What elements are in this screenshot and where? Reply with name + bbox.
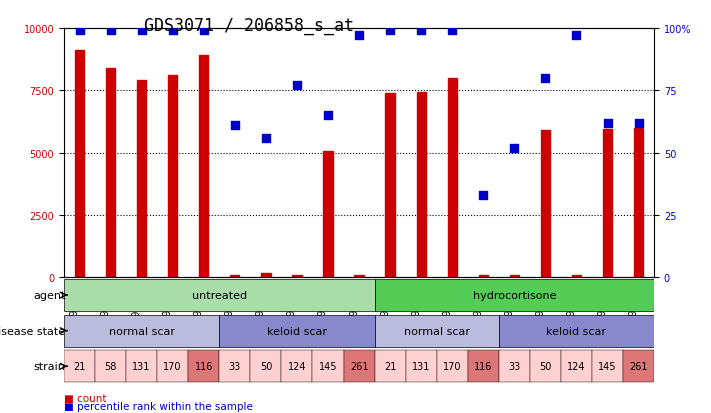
Text: ■ percentile rank within the sample: ■ percentile rank within the sample	[64, 401, 253, 411]
Point	[136, 28, 147, 35]
Bar	[479, 275, 488, 278]
Bar	[106, 69, 115, 278]
Text: untreated: untreated	[192, 290, 247, 300]
Bar	[261, 274, 270, 278]
Point	[602, 120, 613, 127]
Text: 170: 170	[164, 361, 182, 371]
FancyBboxPatch shape	[343, 350, 375, 382]
FancyBboxPatch shape	[592, 350, 623, 382]
Text: 50: 50	[539, 361, 552, 371]
Bar	[603, 130, 612, 278]
FancyBboxPatch shape	[64, 279, 375, 311]
Text: keloid scar: keloid scar	[547, 326, 606, 336]
Point	[167, 28, 178, 35]
Point	[322, 113, 333, 119]
FancyBboxPatch shape	[219, 350, 250, 382]
Point	[260, 135, 272, 142]
Bar	[634, 128, 643, 278]
Text: 116: 116	[474, 361, 493, 371]
Bar	[385, 94, 395, 278]
FancyBboxPatch shape	[468, 350, 499, 382]
Text: ■ count: ■ count	[64, 393, 107, 403]
Text: hydrocortisone: hydrocortisone	[473, 290, 556, 300]
Point	[105, 28, 117, 35]
Text: normal scar: normal scar	[404, 326, 470, 336]
FancyBboxPatch shape	[312, 350, 343, 382]
Text: 261: 261	[629, 361, 648, 371]
Bar	[572, 275, 581, 278]
FancyBboxPatch shape	[375, 279, 654, 311]
Text: 21: 21	[73, 361, 86, 371]
FancyBboxPatch shape	[375, 315, 499, 347]
Text: 124: 124	[288, 361, 306, 371]
Bar	[199, 56, 208, 278]
FancyBboxPatch shape	[250, 350, 282, 382]
Bar	[324, 152, 333, 278]
Point	[540, 75, 551, 82]
Bar	[292, 275, 301, 278]
Bar	[168, 76, 177, 278]
Point	[478, 192, 489, 199]
Bar	[354, 275, 364, 278]
FancyBboxPatch shape	[623, 350, 654, 382]
FancyBboxPatch shape	[561, 350, 592, 382]
Bar	[137, 81, 146, 278]
FancyBboxPatch shape	[499, 315, 654, 347]
Point	[292, 83, 303, 89]
Point	[447, 28, 458, 35]
Bar	[75, 51, 84, 278]
Text: 50: 50	[260, 361, 272, 371]
FancyBboxPatch shape	[499, 350, 530, 382]
Bar	[541, 131, 550, 278]
Text: 33: 33	[508, 361, 520, 371]
FancyBboxPatch shape	[64, 350, 95, 382]
Point	[74, 28, 85, 35]
Point	[571, 33, 582, 40]
Text: keloid scar: keloid scar	[267, 326, 327, 336]
Point	[229, 123, 240, 129]
Text: 131: 131	[412, 361, 430, 371]
FancyBboxPatch shape	[375, 350, 406, 382]
Bar	[417, 93, 426, 278]
Text: GDS3071 / 206858_s_at: GDS3071 / 206858_s_at	[144, 17, 354, 34]
FancyBboxPatch shape	[406, 350, 437, 382]
FancyBboxPatch shape	[219, 315, 375, 347]
Bar	[510, 275, 519, 278]
Text: 21: 21	[384, 361, 396, 371]
Point	[198, 28, 210, 35]
Text: strain: strain	[33, 361, 65, 371]
Point	[353, 33, 365, 40]
Text: agent: agent	[33, 290, 65, 300]
Text: 58: 58	[105, 361, 117, 371]
Point	[633, 120, 644, 127]
Text: disease state: disease state	[0, 326, 65, 336]
Bar	[448, 78, 457, 278]
FancyBboxPatch shape	[188, 350, 219, 382]
FancyBboxPatch shape	[157, 350, 188, 382]
Text: 131: 131	[132, 361, 151, 371]
Text: normal scar: normal scar	[109, 326, 175, 336]
Text: 145: 145	[598, 361, 616, 371]
FancyBboxPatch shape	[530, 350, 561, 382]
Text: 170: 170	[443, 361, 461, 371]
FancyBboxPatch shape	[282, 350, 312, 382]
Point	[508, 145, 520, 152]
Bar	[230, 275, 240, 278]
Text: 33: 33	[229, 361, 241, 371]
Text: 116: 116	[195, 361, 213, 371]
Point	[415, 28, 427, 35]
FancyBboxPatch shape	[126, 350, 157, 382]
FancyBboxPatch shape	[95, 350, 126, 382]
Text: 261: 261	[350, 361, 368, 371]
Text: 124: 124	[567, 361, 586, 371]
FancyBboxPatch shape	[437, 350, 468, 382]
FancyBboxPatch shape	[64, 315, 219, 347]
Point	[385, 28, 396, 35]
Text: 145: 145	[319, 361, 337, 371]
